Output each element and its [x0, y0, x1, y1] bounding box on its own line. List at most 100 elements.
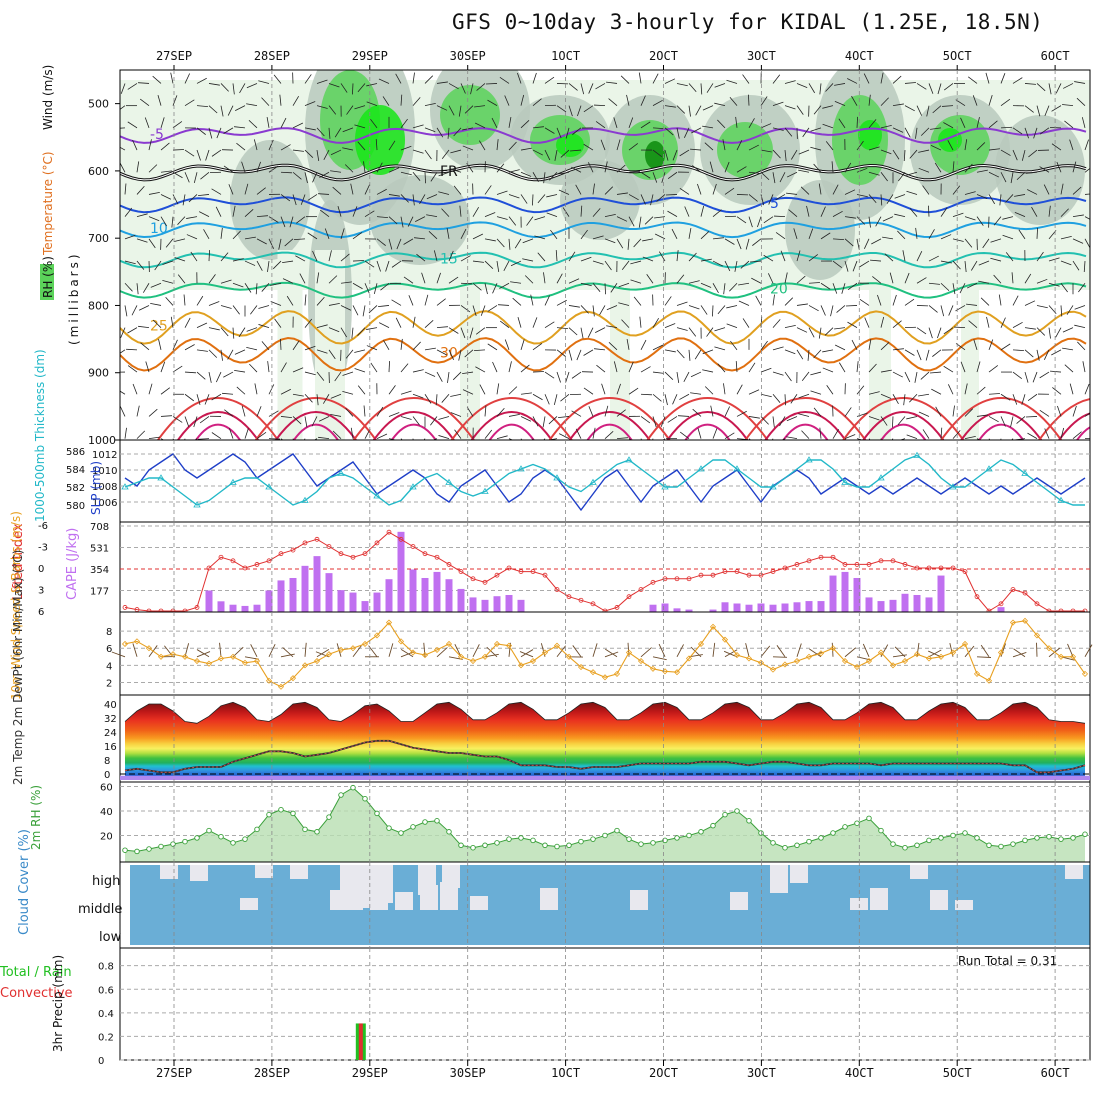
wind-barb — [299, 273, 306, 284]
lifted-index-point — [266, 558, 272, 564]
wind-barb — [831, 161, 834, 173]
wind-barb — [208, 105, 218, 114]
wind-barb — [450, 412, 462, 417]
wind-barb — [556, 645, 566, 658]
wind-barb — [1039, 371, 1050, 379]
wind-barb — [424, 319, 434, 328]
wind-barb — [1060, 208, 1069, 217]
wind-barb — [868, 363, 877, 373]
wind-barb — [712, 283, 719, 293]
wind-barb — [182, 194, 186, 206]
wind-barb — [568, 305, 580, 308]
wind-barb — [714, 102, 726, 107]
wind-barb — [1077, 341, 1086, 351]
wind-barb — [208, 327, 220, 331]
wind-barb — [270, 301, 282, 306]
wind-barb — [665, 194, 678, 196]
wind-barb — [220, 83, 229, 92]
wind-barb — [1000, 172, 1007, 183]
wind-barb — [1072, 260, 1080, 271]
surface-temp-contour — [157, 397, 279, 440]
wind-barb — [330, 393, 342, 399]
wind-barb — [312, 250, 318, 262]
date-label: 28SEP — [253, 49, 290, 63]
rh-point — [494, 840, 500, 846]
wind-barb — [904, 349, 915, 356]
wind-barb — [448, 250, 454, 262]
wind-barb — [717, 119, 726, 129]
wind-barb — [1012, 295, 1019, 306]
wind-barb — [664, 349, 676, 353]
wind-barb — [136, 186, 145, 195]
lifted-index-point — [842, 562, 848, 567]
wind-barb — [448, 327, 459, 334]
wind-barb — [640, 339, 647, 351]
wind-barb — [170, 72, 174, 84]
wind-barb — [244, 283, 252, 293]
wind-barb — [723, 383, 726, 395]
wind-legend-label: Wind (m/s) — [41, 65, 55, 130]
wind-barb — [1000, 149, 1011, 156]
date-label: 4OCT — [844, 49, 874, 63]
wind-barb — [700, 305, 708, 315]
wind-barb — [832, 184, 839, 195]
wind-barb — [280, 388, 291, 395]
wind-barb — [292, 96, 300, 106]
wind-barb — [148, 436, 160, 440]
thickness-tick-label: 586 — [66, 447, 85, 458]
wind-barb — [385, 260, 390, 272]
lifted-index-point — [1010, 587, 1016, 592]
wind-barb — [580, 305, 589, 314]
wind-barb — [806, 205, 810, 217]
wind-barb — [412, 149, 424, 154]
surface-temp-contour — [372, 411, 455, 440]
wind-barb — [436, 326, 448, 329]
wind-barb — [1074, 305, 1086, 310]
wind-barb — [140, 342, 150, 351]
wind-barb — [484, 405, 487, 417]
wind-barb — [184, 99, 195, 106]
wind-barb — [714, 83, 726, 88]
wind-barb — [316, 648, 330, 658]
rh-point — [830, 830, 836, 836]
wind-barb — [1060, 260, 1072, 266]
wind-barb — [1072, 161, 1077, 173]
wind-barb — [520, 364, 530, 373]
wind-barb — [544, 321, 555, 328]
wind-barb — [354, 124, 366, 129]
y-tick-label: 600 — [88, 165, 109, 178]
temp-tick-label: 24 — [104, 728, 117, 739]
wind-barb — [436, 105, 448, 111]
wind-barb — [295, 216, 306, 224]
wind-barb — [868, 216, 871, 228]
wind-speed-point — [865, 657, 873, 665]
wind-barb — [148, 191, 160, 195]
wind-barb — [966, 303, 978, 306]
wind-barb — [177, 216, 186, 225]
date-label: 1OCT — [551, 1066, 581, 1080]
wind-barb — [976, 142, 986, 151]
wind-barb — [466, 406, 474, 417]
wind-barb — [909, 393, 918, 403]
wind-speed-point — [481, 653, 489, 660]
wind-barb — [340, 305, 352, 311]
wind-barb — [918, 411, 930, 417]
surface-temp-contour — [880, 423, 927, 440]
wind-barb — [592, 427, 596, 439]
wind-barb — [208, 250, 210, 262]
temperature-contour-label: 25 — [150, 319, 168, 335]
wind-speed-point — [997, 649, 1005, 656]
lifted-index-point — [458, 569, 464, 574]
wind-barb — [183, 294, 186, 306]
rh-column — [610, 250, 630, 440]
wind-barb — [280, 194, 291, 202]
wind-barb — [575, 184, 582, 195]
wind-barb — [400, 216, 404, 228]
wind-barb — [132, 383, 138, 395]
wind-barb — [1084, 193, 1090, 195]
wind-barb — [628, 117, 634, 128]
wind-barb — [160, 117, 165, 128]
wind-barb — [307, 232, 318, 240]
wind-barb — [1039, 166, 1050, 173]
wind-barb — [520, 171, 532, 177]
